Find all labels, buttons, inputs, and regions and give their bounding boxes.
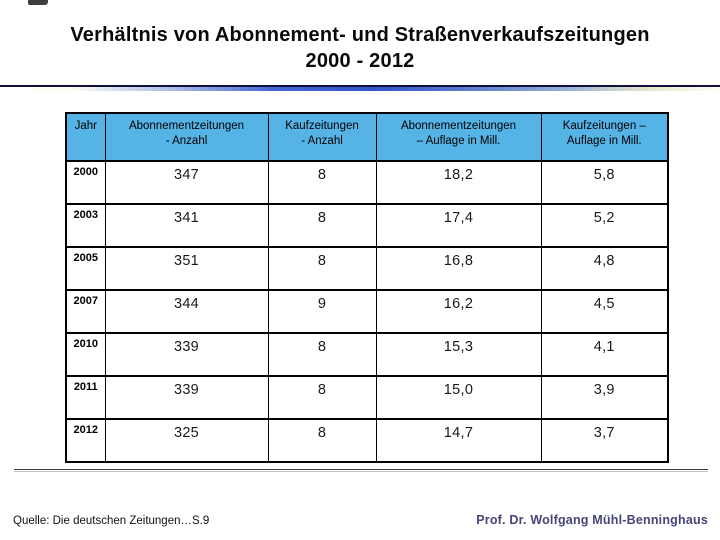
- cell-kauf-auflage: 5,2: [540, 203, 669, 248]
- table-row-2011: 2011 339 8 15,0 3,9: [65, 375, 669, 420]
- cell-kauf-auflage: 4,1: [540, 332, 669, 377]
- table-row-2003: 2003 341 8 17,4 5,2: [65, 203, 669, 248]
- header-line: - Anzahl: [301, 135, 343, 147]
- header-line: Auflage in Mill.: [566, 135, 642, 147]
- cell-kauf-auflage: 5,8: [540, 160, 669, 205]
- header-line: – Auflage in Mill.: [416, 135, 501, 147]
- footer-divider: [14, 469, 708, 470]
- cell-kauf-anzahl: 8: [267, 375, 377, 420]
- cell-abo-anzahl: 339: [104, 332, 269, 377]
- header-line: Kaufzeitungen: [285, 120, 359, 132]
- cell-jahr: 2012: [65, 418, 106, 463]
- cell-kauf-anzahl: 8: [267, 332, 377, 377]
- table-header-abo-anzahl: Abonnementzeitungen - Anzahl: [104, 112, 269, 162]
- cell-abo-anzahl: 344: [104, 289, 269, 334]
- cell-kauf-anzahl: 8: [267, 160, 377, 205]
- table-row-2007: 2007 344 9 16,2 4,5: [65, 289, 669, 334]
- edge-artifact-mark: [28, 0, 48, 5]
- slide-title: Verhältnis von Abonnement- und Straßenve…: [0, 22, 720, 74]
- cell-abo-auflage: 15,3: [375, 332, 542, 377]
- title-divider-dark-line: [0, 85, 720, 87]
- cell-abo-auflage: 16,2: [375, 289, 542, 334]
- table-header-kauf-anzahl: Kaufzeitungen - Anzahl: [267, 112, 377, 162]
- table-row-2000: 2000 347 8 18,2 5,8: [65, 160, 669, 205]
- cell-kauf-auflage: 4,5: [540, 289, 669, 334]
- cell-kauf-anzahl: 8: [267, 418, 377, 463]
- header-line: Jahr: [74, 120, 97, 132]
- cell-kauf-auflage: 3,9: [540, 375, 669, 420]
- cell-jahr: 2007: [65, 289, 106, 334]
- header-line: Abonnementzeitungen: [128, 120, 245, 132]
- source-citation: Quelle: Die deutschen Zeitungen…S.9: [13, 515, 210, 527]
- cell-abo-auflage: 14,7: [375, 418, 542, 463]
- cell-kauf-anzahl: 8: [267, 203, 377, 248]
- cell-kauf-anzahl: 9: [267, 289, 377, 334]
- newspaper-data-table: Jahr Abonnementzeitungen - Anzahl Kaufze…: [65, 112, 669, 463]
- slide-title-line2: 2000 - 2012: [305, 50, 415, 72]
- header-line: - Anzahl: [165, 135, 208, 147]
- table-header-row: Jahr Abonnementzeitungen - Anzahl Kaufze…: [65, 112, 669, 162]
- cell-abo-anzahl: 347: [104, 160, 269, 205]
- table-header-kauf-auflage: Kaufzeitungen – Auflage in Mill.: [540, 112, 669, 162]
- cell-jahr: 2000: [65, 160, 106, 205]
- cell-jahr: 2003: [65, 203, 106, 248]
- cell-abo-auflage: 15,0: [375, 375, 542, 420]
- table-row-2012: 2012 325 8 14,7 3,7: [65, 418, 669, 463]
- table-row-2005: 2005 351 8 16,8 4,8: [65, 246, 669, 291]
- cell-jahr: 2005: [65, 246, 106, 291]
- header-line: Abonnementzeitungen: [400, 120, 517, 132]
- cell-abo-anzahl: 325: [104, 418, 269, 463]
- slide-title-line1: Verhältnis von Abonnement- und Straßenve…: [70, 24, 650, 46]
- cell-kauf-auflage: 3,7: [540, 418, 669, 463]
- cell-abo-auflage: 16,8: [375, 246, 542, 291]
- table-header-jahr: Jahr: [65, 112, 106, 162]
- table-row-2010: 2010 339 8 15,3 4,1: [65, 332, 669, 377]
- title-divider-gradient-line: [0, 87, 720, 91]
- cell-abo-auflage: 17,4: [375, 203, 542, 248]
- header-line: Kaufzeitungen –: [562, 120, 646, 132]
- cell-kauf-anzahl: 8: [267, 246, 377, 291]
- table-header-abo-auflage: Abonnementzeitungen – Auflage in Mill.: [375, 112, 542, 162]
- cell-jahr: 2011: [65, 375, 106, 420]
- title-divider: [0, 85, 720, 91]
- cell-abo-anzahl: 351: [104, 246, 269, 291]
- author-credit: Prof. Dr. Wolfgang Mühl-Benninghaus: [476, 513, 708, 527]
- cell-kauf-auflage: 4,8: [540, 246, 669, 291]
- cell-jahr: 2010: [65, 332, 106, 377]
- cell-abo-auflage: 18,2: [375, 160, 542, 205]
- cell-abo-anzahl: 341: [104, 203, 269, 248]
- cell-abo-anzahl: 339: [104, 375, 269, 420]
